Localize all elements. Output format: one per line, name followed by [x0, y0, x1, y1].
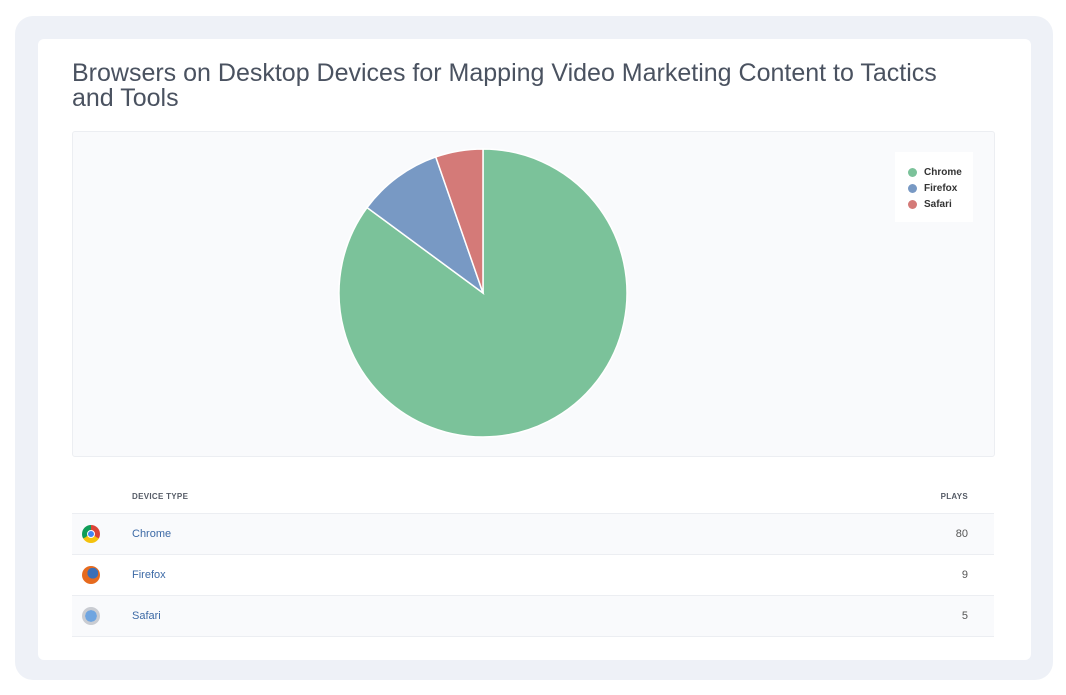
pie-slice-firefox[interactable]: [366, 156, 485, 296]
firefox-icon: [82, 566, 100, 584]
plays-value: 80: [576, 513, 994, 555]
table-row: Safari 5: [72, 595, 994, 637]
plays-value: 5: [576, 595, 994, 637]
plays-header: PLAYS: [940, 491, 968, 501]
legend-label: Safari: [924, 198, 952, 210]
device-name-link[interactable]: Chrome: [131, 513, 577, 555]
legend-item-safari[interactable]: Safari: [895, 196, 973, 212]
device-table: DEVICE TYPE PLAYS Chrome 80 Firefox 9 Sa…: [72, 479, 994, 637]
chart-title: Browsers on Desktop Devices for Mapping …: [72, 59, 937, 112]
legend-label: Chrome: [924, 166, 962, 178]
table-row: Chrome 80: [72, 513, 994, 555]
safari-icon: [82, 607, 100, 625]
pie-chart: [338, 148, 628, 438]
device-name-link[interactable]: Safari: [131, 595, 577, 637]
report-card: Browsers on Desktop Devices for Mapping …: [38, 39, 1031, 660]
icon-column-header: [72, 479, 131, 514]
plays-value: 9: [576, 554, 994, 596]
legend-item-chrome[interactable]: Chrome: [895, 164, 973, 180]
table-row: Firefox 9: [72, 554, 994, 596]
legend-dot: [908, 183, 917, 193]
legend-label: Firefox: [924, 182, 958, 194]
legend-item-firefox[interactable]: Firefox: [895, 180, 973, 196]
pie-slice-safari[interactable]: [434, 148, 484, 294]
chart-area: Chrome Firefox Safari: [72, 131, 995, 457]
legend: Chrome Firefox Safari: [895, 152, 973, 222]
device-name-link[interactable]: Firefox: [131, 554, 577, 596]
legend-dot: [908, 167, 917, 177]
legend-dot: [908, 199, 917, 209]
chrome-icon: [82, 525, 100, 543]
device-type-header: DEVICE TYPE: [132, 491, 189, 501]
